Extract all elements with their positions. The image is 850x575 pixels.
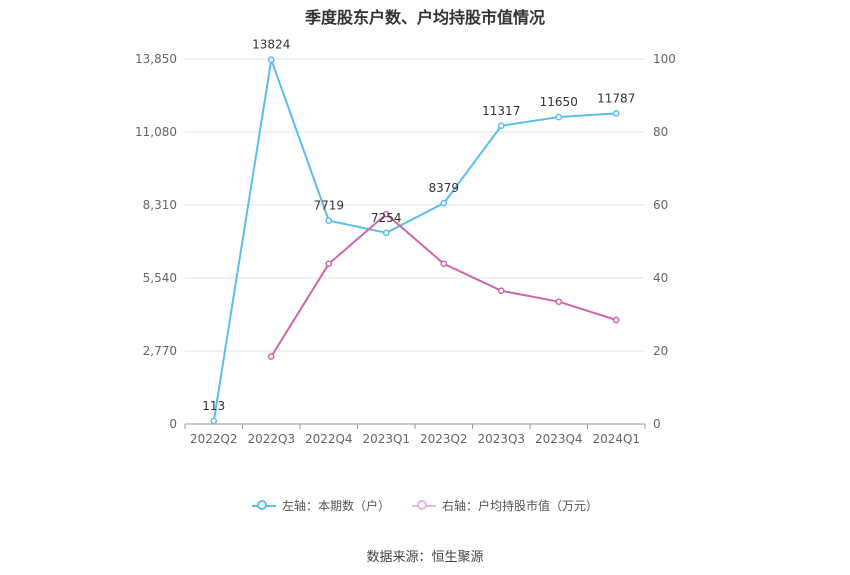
series-point-0 bbox=[210, 417, 218, 425]
series-point-1 bbox=[497, 287, 505, 295]
legend-swatch-avg-market-value-icon bbox=[412, 499, 436, 513]
series-point-0 bbox=[440, 199, 448, 207]
right-axis-tick-label: 0 bbox=[653, 417, 661, 431]
data-source: 数据来源：恒生聚源 bbox=[366, 550, 484, 565]
series-point-1 bbox=[382, 210, 390, 218]
left-axis-tick-label: 8,310 bbox=[143, 198, 177, 212]
left-axis-tick-label: 0 bbox=[169, 417, 177, 431]
legend-swatch-households-icon bbox=[251, 499, 276, 513]
series-point-0 bbox=[382, 229, 390, 237]
series-line-0 bbox=[212, 59, 617, 422]
data-label: 13824 bbox=[252, 38, 290, 52]
x-axis-tick-label: 2023Q3 bbox=[477, 432, 525, 446]
legend-label-avg-market-value: 右轴：户均持股市值（万元） bbox=[442, 499, 599, 513]
data-label: 7719 bbox=[313, 199, 344, 213]
series-point-1 bbox=[440, 260, 448, 268]
left-axis-tick-label: 2,770 bbox=[143, 344, 177, 358]
legend-item-households[interactable]: 左轴：本期数（户） bbox=[251, 497, 390, 514]
series-point-0 bbox=[612, 110, 620, 117]
left-axis-tick-label: 5,540 bbox=[143, 271, 177, 285]
axes: 0 2,770 5,540 8,310 11,080 13,850 0 20 40 60 80 100… bbox=[135, 52, 676, 446]
legend-item-avg-market-value[interactable]: 右轴：户均持股市值（万元） bbox=[412, 497, 598, 514]
series-point-0 bbox=[267, 56, 275, 64]
data-label: 11787 bbox=[597, 91, 635, 105]
series-point-0 bbox=[555, 113, 563, 121]
series-point-0 bbox=[325, 217, 333, 224]
data-label: 11317 bbox=[482, 104, 520, 118]
series-point-1 bbox=[555, 298, 563, 306]
x-axis-tick-label: 2022Q2 bbox=[190, 432, 238, 446]
data-label: 11650 bbox=[540, 95, 578, 109]
data-label: 7254 bbox=[371, 211, 402, 225]
x-axis-tick-label: 2023Q2 bbox=[420, 432, 468, 446]
x-axis-tick-label: 2022Q4 bbox=[305, 432, 353, 446]
x-axis-tick-label: 2023Q4 bbox=[535, 432, 583, 446]
series-point-1 bbox=[612, 316, 620, 324]
right-axis-tick-label: 40 bbox=[653, 271, 668, 285]
x-axis-tick-label: 2023Q1 bbox=[362, 432, 410, 446]
series-point-0 bbox=[497, 122, 505, 130]
chart-title: 季度股东户数、户均持股市值情况 bbox=[304, 8, 545, 27]
series-point-1 bbox=[325, 260, 333, 268]
legend: 左轴：本期数（户） 右轴：户均持股市值（万元） bbox=[0, 497, 850, 514]
left-axis-tick-label: 11,080 bbox=[135, 125, 177, 139]
right-axis-tick-label: 20 bbox=[653, 344, 668, 358]
x-axis-tick-label: 2024Q1 bbox=[592, 432, 640, 446]
left-axis-tick-label: 13,850 bbox=[135, 52, 177, 66]
series-layer bbox=[210, 56, 620, 425]
right-axis-tick-label: 100 bbox=[653, 52, 676, 66]
data-labels: 113 13824 7719 7254 8379 11317 11650 11787 bbox=[202, 38, 635, 413]
data-label: 8379 bbox=[428, 181, 459, 195]
right-axis-tick-label: 60 bbox=[653, 198, 668, 212]
right-axis-tick-label: 80 bbox=[653, 125, 668, 139]
data-label: 113 bbox=[202, 399, 225, 413]
x-axis-tick-label: 2022Q3 bbox=[247, 432, 295, 446]
grid-lines bbox=[185, 58, 645, 352]
series-line-1 bbox=[270, 212, 617, 358]
legend-label-households: 左轴：本期数（户） bbox=[281, 499, 390, 513]
series-point-1 bbox=[267, 353, 275, 360]
